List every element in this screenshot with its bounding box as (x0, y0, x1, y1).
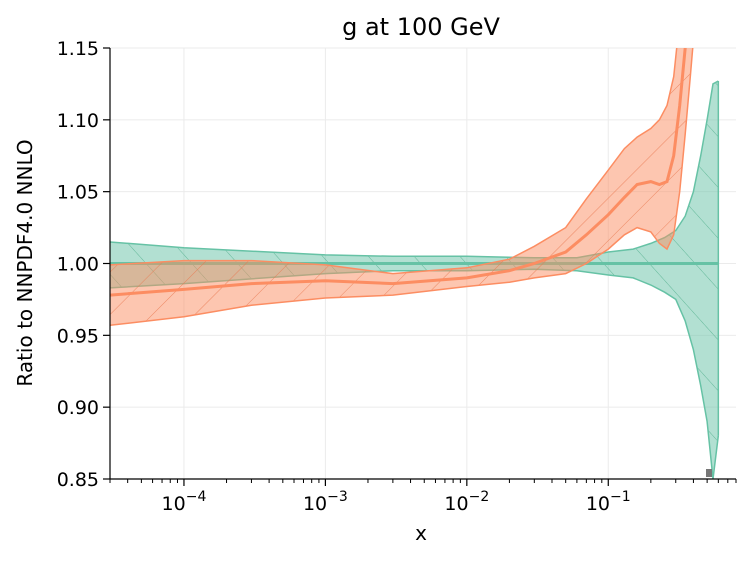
ticks: 0.85 0.90 0.95 1.00 1.05 1.10 1.15 10−4 10−3 10−2… (57, 38, 737, 515)
x-axis-label: x (415, 521, 427, 545)
series-1-hatch (110, 48, 693, 326)
series-0-upper-edge (110, 80, 719, 259)
chart-title: g at 100 GeV (342, 13, 500, 41)
series-1-upper-edge (110, 48, 678, 275)
series-1-central-line (110, 48, 687, 297)
x-tick-label: 10−4 (162, 489, 207, 515)
y-tick-label: 1.05 (57, 182, 99, 204)
y-tick-label: 0.95 (57, 325, 99, 347)
x-tick-label: 10−3 (303, 489, 348, 515)
bands (110, 48, 720, 479)
x-tick-label: 10−2 (444, 489, 489, 515)
y-axis-label: Ratio to NNPDF4.0 NNLO (13, 139, 37, 386)
y-tick-label: 1.00 (57, 254, 99, 276)
y-tick-label: 0.90 (57, 397, 99, 419)
series-1-lower-edge (110, 48, 694, 327)
y-tick-label: 0.85 (57, 469, 99, 491)
y-tick-label: 1.15 (57, 38, 99, 60)
x-tick-label: 10−1 (586, 489, 631, 515)
legend-handle-icon (706, 469, 712, 477)
y-tick-label: 1.10 (57, 110, 99, 132)
series-0-lower-edge (110, 268, 720, 479)
